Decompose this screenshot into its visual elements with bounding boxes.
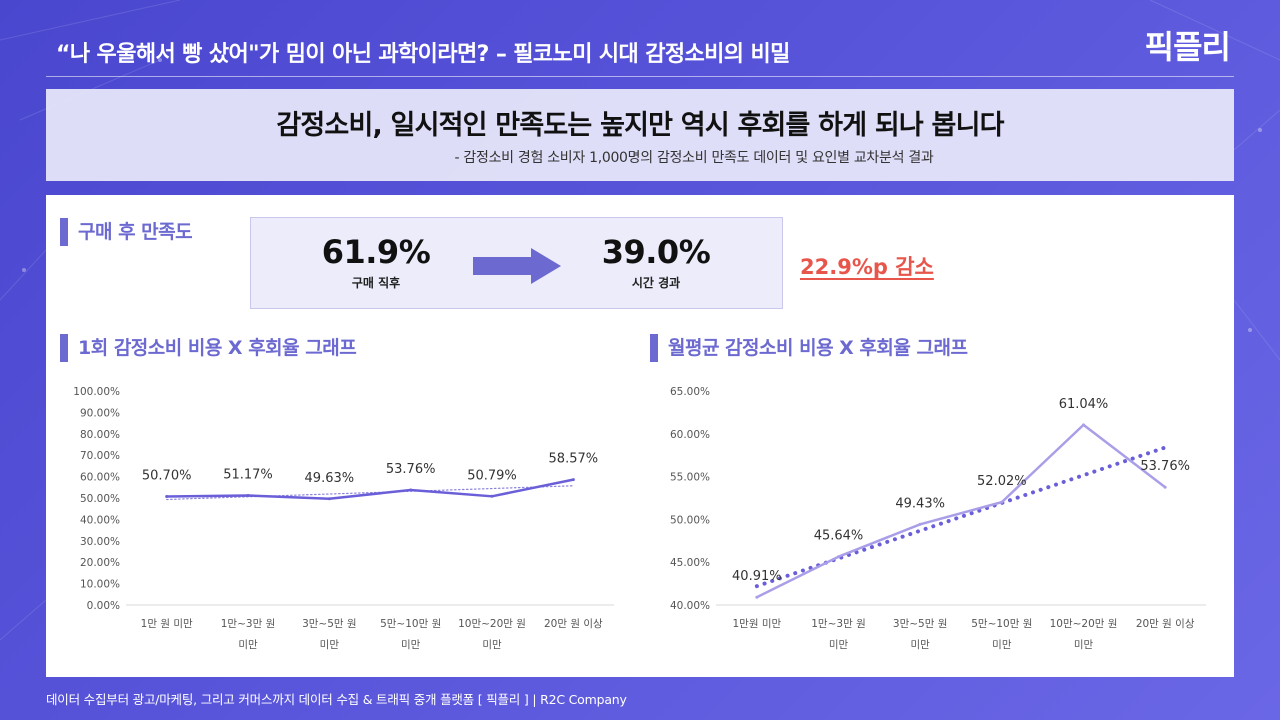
x-tick-label: 3만~5만 원 <box>893 618 947 630</box>
chart2-plot: 40.00% 45.00% 50.00% 55.00% 60.00% 65.00% 1만원 … <box>670 386 1206 651</box>
y-tick-label: 45.00% <box>670 557 710 569</box>
after-label: 시간 경과 <box>631 276 681 290</box>
data-point <box>1000 500 1004 504</box>
y-tick-label: 50.00% <box>80 493 120 505</box>
x-tick-label: 5만~10만 원 <box>971 618 1032 630</box>
data-point <box>837 555 840 559</box>
data-label: 58.57% <box>549 452 599 467</box>
x-tick-label: 미만 <box>401 639 421 651</box>
headline-banner: 감정소비, 일시적인 만족도는 높지만 역시 후회를 하게 되나 봅니다 - 감… <box>46 89 1234 181</box>
x-tick-label: 1만 원 미만 <box>141 618 193 630</box>
data-point <box>327 497 331 501</box>
y-tick-label: 20.00% <box>80 557 120 569</box>
y-tick-label: 55.00% <box>670 472 710 484</box>
before-stat: 61.9% 구매 직후 <box>296 234 456 291</box>
x-tick-label: 미만 <box>829 639 849 651</box>
x-tick-label: 1만원 미만 <box>732 618 781 630</box>
chart1-plot: 0.00% 10.00% 20.00% 30.00% 40.00% 50.00% 60.00… <box>73 386 614 651</box>
x-tick-label: 10만~20만 원 <box>1050 618 1118 630</box>
y-tick-label: 90.00% <box>80 407 120 419</box>
y-tick-label: 50.00% <box>670 514 710 526</box>
data-label: 53.76% <box>1140 459 1190 474</box>
x-tick-label: 20만 원 이상 <box>1136 618 1195 630</box>
headline-subtitle: - 감정소비 경험 소비자 1,000명의 감정소비 만족도 데이터 및 요인별… <box>454 150 934 166</box>
top-bar: “나 우울해서 빵 샀어"가 밈이 아닌 과학이라면? – 필코노미 시대 감정… <box>46 0 1234 77</box>
x-tick-label: 미만 <box>992 639 1012 651</box>
y-tick-label: 80.00% <box>80 429 120 441</box>
y-tick-label: 65.00% <box>670 386 710 398</box>
headline-title: 감정소비, 일시적인 만족도는 높지만 역시 후회를 하게 되나 봅니다 <box>276 110 1004 141</box>
decrease-value: 22.9%p 감소 <box>800 255 934 279</box>
y-tick-label: 30.00% <box>80 536 120 548</box>
x-tick-label: 20만 원 이상 <box>544 618 603 630</box>
footer-text: 데이터 수집부터 광고/마케팅, 그리고 커머스까지 데이터 수집 & 트래픽 … <box>46 692 627 707</box>
x-tick-label: 1만~3만 원 <box>221 618 275 630</box>
y-tick-label: 70.00% <box>80 450 120 462</box>
data-label: 45.64% <box>814 529 864 544</box>
x-tick-label: 1만~3만 원 <box>811 618 865 630</box>
y-tick-label: 100.00% <box>73 386 120 398</box>
x-tick-label: 5만~10만 원 <box>380 618 441 630</box>
satisfaction-section-title: 구매 후 만족도 <box>60 217 193 246</box>
trend-line <box>754 445 1168 589</box>
y-tick-label: 0.00% <box>87 600 120 612</box>
data-label: 50.79% <box>467 468 517 483</box>
data-label: 53.76% <box>386 462 436 477</box>
x-tick-label: 미만 <box>482 639 502 651</box>
x-tick-label: 10만~20만 원 <box>458 618 526 630</box>
right-arrow-icon <box>473 248 561 284</box>
y-tick-label: 60.00% <box>80 472 120 484</box>
satisfaction-comparison-box: 61.9% 구매 직후 39.0% 시간 경과 <box>250 217 783 309</box>
data-point <box>918 522 922 526</box>
data-label: 49.63% <box>305 471 355 486</box>
data-label: 52.02% <box>977 474 1027 489</box>
before-value: 61.9% <box>321 233 431 271</box>
y-tick-label: 40.00% <box>670 600 710 612</box>
before-label: 구매 직후 <box>351 276 401 290</box>
x-tick-label: 3만~5만 원 <box>302 618 356 630</box>
y-tick-label: 40.00% <box>80 514 120 526</box>
chart1-title: 1회 감정소비 비용 X 후회율 그래프 <box>60 333 357 362</box>
x-tick-label: 미만 <box>911 639 931 651</box>
data-point <box>571 478 575 482</box>
after-stat: 39.0% 시간 경과 <box>576 234 736 291</box>
y-tick-label: 10.00% <box>80 579 120 591</box>
series-line <box>756 423 1166 599</box>
brand-logo: 픽플리 <box>1144 28 1231 66</box>
x-tick-label: 미만 <box>238 639 258 651</box>
data-point <box>490 494 494 498</box>
x-tick-label: 미만 <box>320 639 340 651</box>
trend-line <box>166 485 574 501</box>
data-label: 40.91% <box>732 569 782 584</box>
data-label: 61.04% <box>1059 397 1109 412</box>
data-point <box>1163 485 1167 489</box>
data-point <box>165 495 169 499</box>
after-value: 39.0% <box>601 233 711 271</box>
data-label: 50.70% <box>142 469 192 484</box>
series-line <box>166 478 574 501</box>
y-tick-label: 60.00% <box>670 429 710 441</box>
data-label: 49.43% <box>895 496 945 511</box>
content-panel: 구매 후 만족도 61.9% 구매 직후 39.0% 시간 경과 22.9%p … <box>46 195 1234 677</box>
data-point <box>755 595 759 599</box>
data-point <box>1082 423 1085 427</box>
chart2-title: 월평균 감정소비 비용 X 후회율 그래프 <box>650 333 968 362</box>
data-point <box>246 493 250 497</box>
data-point <box>409 488 413 492</box>
page-title: “나 우울해서 빵 샀어"가 밈이 아닌 과학이라면? – 필코노미 시대 감정… <box>56 42 790 67</box>
x-tick-label: 미만 <box>1074 639 1094 651</box>
data-label: 51.17% <box>223 467 273 482</box>
